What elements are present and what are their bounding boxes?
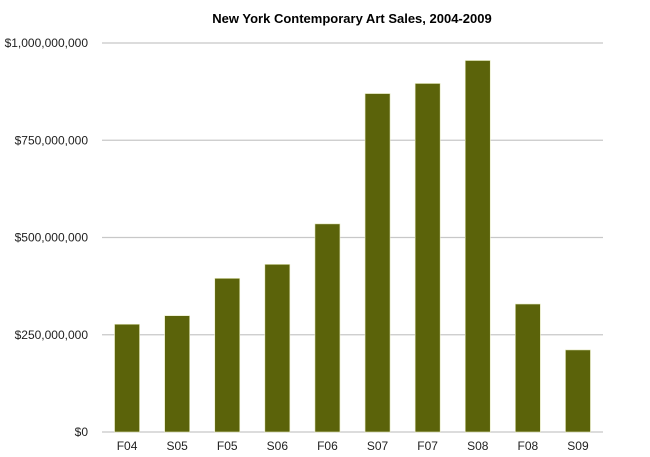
x-tick-label: S07: [367, 439, 389, 453]
x-tick-label: F08: [518, 439, 539, 453]
bar-S05: [164, 315, 190, 433]
x-tick-label: S08: [467, 439, 489, 453]
y-tick-label: $0: [75, 425, 89, 439]
bars: [114, 60, 591, 433]
bar-F06: [314, 223, 341, 433]
bar-S06: [264, 264, 291, 433]
bar-S08: [464, 60, 491, 433]
bar-S07: [364, 93, 391, 433]
x-tick-label: S09: [567, 439, 589, 453]
y-tick-label: $750,000,000: [15, 133, 89, 147]
x-tick-label: F07: [417, 439, 438, 453]
chart-title: New York Contemporary Art Sales, 2004-20…: [212, 11, 491, 26]
x-tick-label: S05: [166, 439, 188, 453]
x-tick-label: F04: [117, 439, 138, 453]
x-tick-label: F05: [217, 439, 238, 453]
bar-S09: [565, 349, 591, 433]
bar-F07: [414, 83, 441, 433]
y-axis-ticks: $0 $250,000,000 $500,000,000 $750,000,000 $1…: [5, 36, 89, 439]
bar-F05: [214, 278, 241, 433]
y-tick-label: $250,000,000: [15, 328, 89, 342]
bar-F08: [515, 303, 541, 433]
x-tick-label: S06: [267, 439, 289, 453]
y-tick-label: $500,000,000: [15, 231, 89, 245]
x-tick-label: F06: [317, 439, 338, 453]
bar-F04: [114, 323, 140, 433]
x-axis-ticks: F04 S05 F05 S06 F06 S07 F07 S08 F08 S09: [117, 439, 589, 453]
y-tick-label: $1,000,000,000: [5, 36, 89, 50]
